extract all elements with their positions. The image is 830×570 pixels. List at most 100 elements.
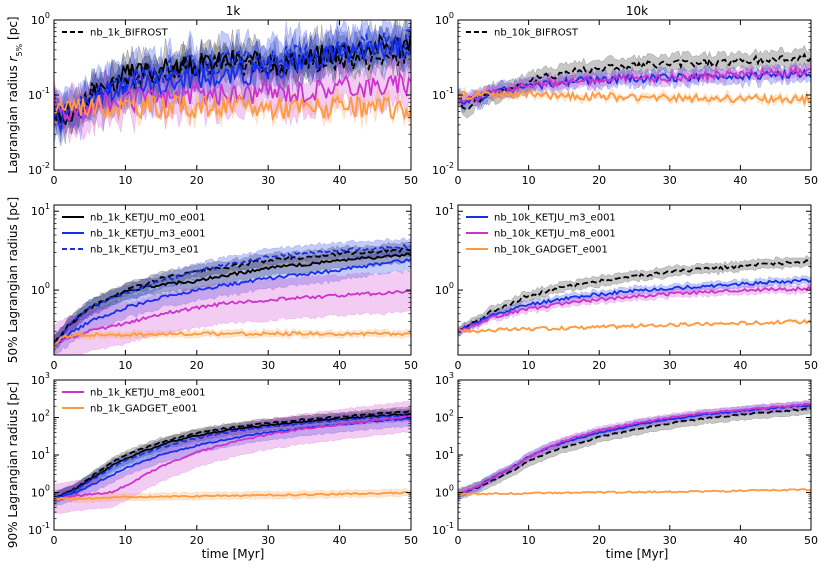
series-nb_1k_GADGET_e001 <box>54 94 411 122</box>
series-nb_10k_KETJU_m8_e001 <box>458 285 811 331</box>
x-tick-label: 10 <box>118 534 132 547</box>
x-tick-label: 10 <box>522 359 536 372</box>
legend-label: nb_1k_GADGET_e001 <box>90 404 198 415</box>
legend-label: nb_1k_KETJU_m3_e001 <box>90 229 205 240</box>
band-nb_1k_KETJU_m8_e001 <box>54 401 411 514</box>
y-tick-label: 103 <box>435 371 454 387</box>
x-tick-label: 0 <box>455 359 462 372</box>
series-nb_1k_KETJU_m0_e001 <box>54 31 411 123</box>
series-nb_10k_GADGET_e001 <box>458 318 811 334</box>
y-tick-label: 100 <box>435 11 454 27</box>
x-tick-label: 20 <box>592 174 606 187</box>
plot-area-r5-1k <box>54 20 411 147</box>
y-tick-label: 100 <box>435 484 454 500</box>
y-tick-label: 101 <box>31 202 50 218</box>
x-tick-label: 20 <box>190 174 204 187</box>
x-tick-label: 10 <box>522 534 536 547</box>
x-tick-label: 50 <box>404 534 418 547</box>
series-nb_1k_KETJU_m3_e01 <box>54 413 411 500</box>
legend-label: nb_10k_KETJU_m8_e001 <box>494 229 616 240</box>
xlabel-right: time [Myr] <box>606 547 669 561</box>
y-tick-label: 101 <box>435 446 454 462</box>
frame-r90-10k <box>457 379 812 531</box>
legend-label: nb_1k_KETJU_m3_e01 <box>90 245 199 256</box>
band-nb_1k_KETJU_m3_e001 <box>54 248 411 355</box>
x-tick-label: 30 <box>663 359 677 372</box>
x-tick-label: 0 <box>51 359 58 372</box>
x-tick-label: 20 <box>592 359 606 372</box>
x-tick-label: 0 <box>51 534 58 547</box>
x-tick-label: 20 <box>592 534 606 547</box>
band-nb_10k_BIFROST <box>458 44 811 119</box>
y-tick-label: 101 <box>31 446 50 462</box>
series-nb_10k_KETJU_m3_e001 <box>458 278 811 334</box>
series-nb_10k_BIFROST <box>458 52 811 111</box>
series-nb_1k_KETJU_m3_e001 <box>54 34 411 134</box>
x-tick-label: 40 <box>733 534 747 547</box>
legend-r5-1k: nb_1k_BIFROST <box>62 28 169 39</box>
y-tick-label: 10-2 <box>432 161 454 177</box>
series-nb_10k_KETJU_m8_e001 <box>458 65 811 103</box>
row-ylabel-r90: 90% Lagrangian radius [pc] <box>6 382 20 548</box>
y-tick-label: 10-1 <box>28 86 50 102</box>
series-nb_1k_BIFROST <box>54 410 411 499</box>
panel-r90-10k: 0 10 20 30 40 50 10-1 100 101 102 103 <box>432 371 818 547</box>
series-nb_1k_GADGET_e001 <box>54 330 411 348</box>
column-title-10k: 10k <box>626 4 648 18</box>
x-tick-label: 50 <box>804 174 818 187</box>
series-nb_10k_BIFROST <box>458 258 811 333</box>
x-tick-label: 30 <box>663 174 677 187</box>
panel-r5-10k: 0 10 20 30 40 50 10-2 10-1 100 nb_10k_BIFROST <box>432 11 818 187</box>
x-tick-label: 50 <box>404 174 418 187</box>
y-tick-label: 100 <box>435 281 454 297</box>
y-tick-label: 102 <box>31 409 50 425</box>
series-nb_1k_GADGET_e001 <box>54 491 411 501</box>
frame-r50-1k <box>53 204 412 356</box>
x-tick-label: 40 <box>733 359 747 372</box>
legend-label: nb_1k_KETJU_m0_e001 <box>90 213 205 224</box>
x-tick-label: 40 <box>333 174 347 187</box>
x-tick-label: 10 <box>118 174 132 187</box>
plot-area-r5-10k <box>458 44 811 119</box>
series-nb_1k_KETJU_m3_e01 <box>54 28 411 120</box>
legend-r5-10k: nb_10k_BIFROST <box>466 28 579 39</box>
y-tick-label: 102 <box>435 409 454 425</box>
plot-area-r90-1k <box>54 401 411 514</box>
panel-r90-1k: 0 10 20 30 40 50 10-1 100 101 102 103 nb_1k_KETJU_m… <box>28 371 418 547</box>
series-nb_1k_KETJU_m8_e001 <box>54 70 411 123</box>
band-nb_1k_GADGET_e001 <box>54 327 411 351</box>
y-tick-label: 100 <box>31 11 50 27</box>
y-tick-label: 10-2 <box>28 161 50 177</box>
panel-r5-1k: 0 10 20 30 40 50 10-2 10-1 100 nb_1k_BIFROST <box>28 11 418 187</box>
row-ylabel-r50: 50% Lagrangian radius [pc] <box>6 197 20 363</box>
series-nb_1k_KETJU_m3_e001 <box>54 257 411 347</box>
plot-area-r50-1k <box>54 237 411 355</box>
panel-r50-1k: 0 10 20 30 40 50100101nb_1k_KETJU_m0_e001nb_1… <box>31 202 418 372</box>
y-tick-label: 100 <box>31 484 50 500</box>
x-tick-label: 50 <box>804 359 818 372</box>
series-nb_1k_KETJU_m8_e001 <box>54 289 411 348</box>
legend-label: nb_1k_BIFROST <box>90 28 169 39</box>
series-nb_10k_KETJU_m3_e001 <box>458 404 811 495</box>
band-nb_1k_KETJU_m0_e001 <box>54 246 411 352</box>
band-nb_10k_BIFROST <box>458 402 811 501</box>
x-tick-label: 20 <box>190 534 204 547</box>
series-nb_1k_KETJU_m0_e001 <box>54 413 411 500</box>
x-tick-label: 20 <box>190 359 204 372</box>
series-nb_1k_KETJU_m3_e01 <box>54 243 411 347</box>
y-tick-label: 100 <box>31 281 50 297</box>
legend-label: nb_1k_KETJU_m8_e001 <box>90 388 205 399</box>
x-tick-label: 10 <box>118 359 132 372</box>
panel-r50-10k: 0 10 20 30 40 50100101nb_10k_KETJU_m3_e001nb_… <box>435 202 818 372</box>
legend-label: nb_10k_KETJU_m3_e001 <box>494 213 616 224</box>
xlabel-left: time [Myr] <box>202 547 265 561</box>
row-ylabel-r5: Lagrangian radius r5% [pc] <box>6 16 24 173</box>
x-tick-label: 30 <box>261 174 275 187</box>
band-nb_10k_KETJU_m8_e001 <box>458 399 811 498</box>
legend-label: nb_10k_GADGET_e001 <box>494 245 608 256</box>
x-tick-label: 40 <box>733 174 747 187</box>
x-tick-label: 0 <box>455 534 462 547</box>
x-tick-label: 50 <box>804 534 818 547</box>
legend-r90-1k: nb_1k_KETJU_m8_e001 nb_1k_GADGET_e001 <box>62 388 205 415</box>
